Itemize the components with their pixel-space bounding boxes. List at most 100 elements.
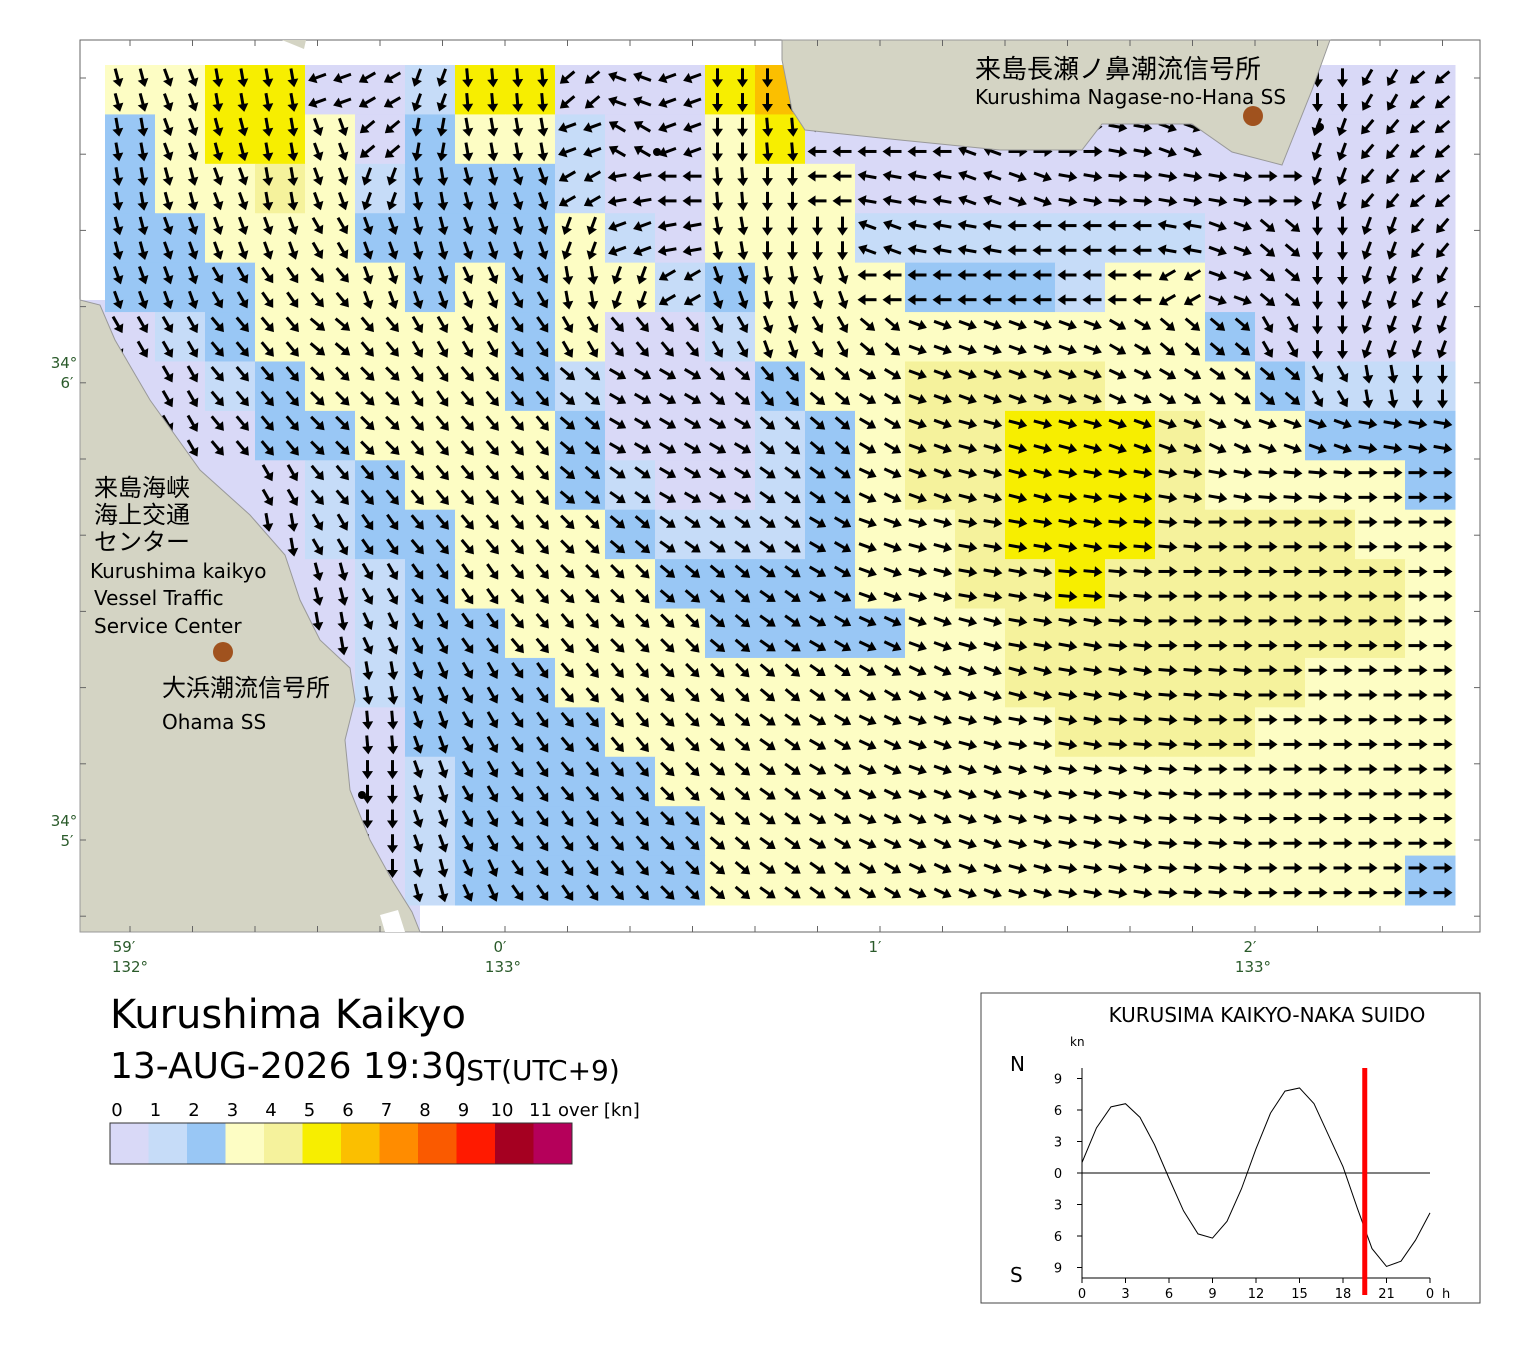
speed-cell — [1055, 263, 1106, 313]
arrow-shaft — [741, 241, 743, 253]
speed-cell — [1305, 312, 1356, 362]
arrow-shaft — [1209, 694, 1221, 695]
speed-cell — [455, 164, 506, 214]
arrow-shaft — [442, 143, 444, 155]
speed-cell — [955, 312, 1006, 362]
speed-cell — [655, 361, 706, 411]
speed-cell — [855, 707, 906, 757]
arrow-shaft — [417, 143, 419, 155]
arrow-shaft — [316, 612, 318, 624]
arrow-shaft — [1009, 570, 1021, 572]
speed-cell — [1005, 460, 1056, 510]
arrow-shaft — [1109, 792, 1121, 794]
arrow-shaft — [1034, 743, 1046, 745]
speed-cell — [955, 213, 1006, 263]
arrow-shaft — [990, 225, 1002, 227]
arrow-shaft — [984, 570, 996, 572]
arrow-shaft — [1084, 644, 1096, 646]
arrow-shaft — [1334, 497, 1346, 498]
arrow-shaft — [1409, 446, 1421, 448]
speed-cell — [405, 164, 456, 214]
speed-cell — [1055, 757, 1106, 807]
speed-cell — [955, 510, 1006, 560]
arrow-shaft — [1159, 719, 1171, 720]
speed-cell — [855, 658, 906, 708]
speed-cell — [1105, 263, 1156, 313]
speed-cell — [855, 361, 906, 411]
speed-cell — [1305, 658, 1356, 708]
speed-cell — [1055, 460, 1106, 510]
arrow-shaft — [1384, 422, 1396, 424]
arrow-shaft — [517, 68, 518, 80]
speed-cell — [805, 510, 856, 560]
arrow-shaft — [717, 192, 718, 204]
speed-cell — [355, 757, 406, 807]
speed-cell — [655, 213, 706, 263]
arrow-shaft — [1009, 619, 1021, 621]
arrow-shaft — [940, 225, 952, 227]
arrow-shaft — [1134, 645, 1146, 646]
arrow-shaft — [1159, 842, 1171, 843]
arrow-shaft — [291, 68, 293, 80]
speed-cell — [305, 65, 356, 115]
speed-cell — [1005, 658, 1056, 708]
speed-cell — [455, 263, 506, 313]
arrow-shaft — [1084, 743, 1096, 745]
arrow-shaft — [890, 176, 902, 178]
arrow-shaft — [1034, 595, 1046, 597]
speed-cell — [1305, 164, 1356, 214]
arrow-shaft — [1059, 595, 1071, 596]
speed-cell — [705, 65, 756, 115]
speed-cell — [1105, 559, 1156, 609]
arrow-shaft — [1109, 150, 1121, 152]
arrow-shaft — [1109, 125, 1121, 127]
arrow-shaft — [1059, 545, 1071, 547]
arrow-shaft — [742, 192, 743, 204]
arrow-shaft — [1059, 175, 1071, 177]
speed-cell — [455, 757, 506, 807]
speed-cell — [905, 806, 956, 856]
arrow-shaft — [1159, 199, 1171, 201]
arrow-shaft — [742, 167, 743, 179]
speed-cell — [455, 65, 506, 115]
speed-cell — [1205, 707, 1256, 757]
arrow-shaft — [1209, 818, 1221, 819]
arrow-shaft — [865, 176, 877, 178]
speed-cell — [1105, 164, 1156, 214]
arrow-shaft — [716, 217, 718, 229]
arrow-shaft — [1084, 520, 1096, 522]
arrow-shaft — [266, 68, 268, 80]
arrow-shaft — [791, 291, 793, 303]
arrow-shaft — [766, 291, 768, 303]
arrow-shaft — [1159, 546, 1171, 547]
speed-cell — [1205, 411, 1256, 461]
arrow-shaft — [141, 118, 143, 130]
arrow-shaft — [116, 192, 118, 204]
arrow-shaft — [266, 192, 268, 204]
speed-cell — [255, 164, 306, 214]
speed-cell — [1055, 609, 1106, 659]
arrow-shaft — [1159, 768, 1171, 769]
speed-cell — [355, 213, 406, 263]
arrow-shaft — [266, 513, 268, 525]
speed-cell — [1155, 460, 1206, 510]
speed-cell — [955, 856, 1006, 906]
speed-cell — [1355, 263, 1406, 313]
arrow-shaft — [366, 686, 368, 698]
speed-cell — [905, 312, 956, 362]
speed-cell — [1355, 312, 1406, 362]
speed-cell — [1055, 164, 1106, 214]
speed-cell — [1055, 856, 1106, 906]
arrow-shaft — [915, 176, 927, 178]
speed-cell — [1305, 411, 1356, 461]
arrow-shaft — [1034, 718, 1046, 720]
arrow-shaft — [1059, 199, 1071, 201]
speed-cell — [1355, 856, 1406, 906]
arrow-shaft — [366, 661, 368, 673]
arrow-shaft — [466, 143, 468, 155]
arrow-shaft — [984, 545, 996, 547]
arrow-shaft — [1159, 744, 1171, 745]
speed-cell — [1155, 411, 1206, 461]
arrow-shaft — [1034, 619, 1046, 621]
speed-cell — [605, 213, 656, 263]
